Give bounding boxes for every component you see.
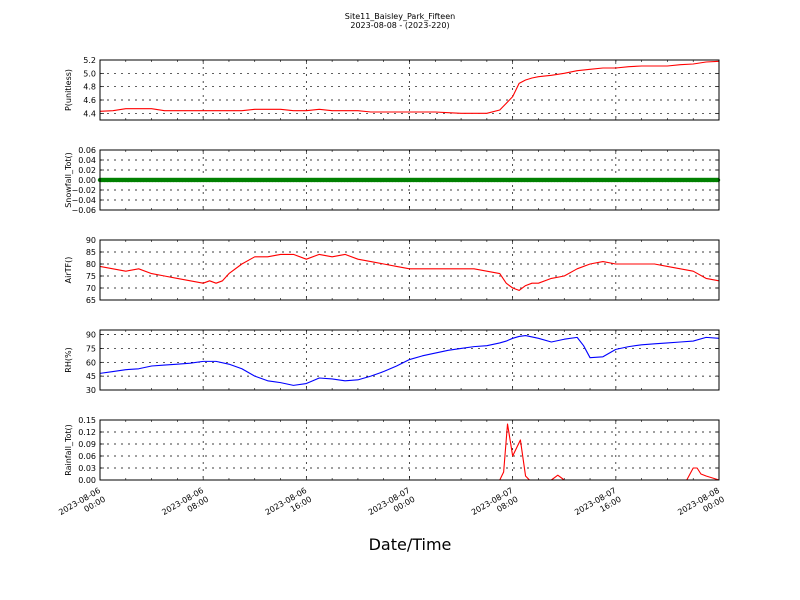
data-series-line bbox=[100, 423, 720, 481]
plot-frame bbox=[99, 329, 720, 391]
data-series-line bbox=[99, 253, 720, 291]
y-tick-label: 80 bbox=[86, 260, 96, 269]
y-tick-label: 90 bbox=[86, 236, 96, 245]
plot-frame bbox=[99, 239, 720, 301]
y-tick-label: 5.2 bbox=[83, 56, 96, 65]
data-series-line bbox=[99, 60, 720, 114]
y-tick-label: 0.15 bbox=[78, 416, 96, 425]
chart-panel-1: 4.4 4.6 4.8 5.0 5.2 P(unitless) bbox=[64, 56, 720, 121]
y-tick-label: 4.8 bbox=[83, 83, 96, 92]
y-axis-label: Snowfall_Tot() bbox=[64, 152, 73, 208]
chart-panels: 4.44.64.85.05.2P(unitless)0.060.040.020.… bbox=[57, 56, 726, 526]
y-tick-label: 0.00 bbox=[78, 476, 96, 485]
x-tick-label: 2023-08-0800:00 bbox=[676, 486, 726, 526]
y-tick-label: 0.00 bbox=[78, 176, 96, 185]
y-tick-label: 30 bbox=[86, 386, 96, 395]
plot-frame bbox=[99, 149, 720, 211]
y-tick-label: 75 bbox=[86, 344, 96, 353]
chart-panel-3: 65 70 75 80 85 90 AirTF() bbox=[64, 236, 720, 305]
plot-frame bbox=[99, 59, 720, 121]
y-tick-label: 0.12 bbox=[78, 428, 96, 437]
data-series-line bbox=[99, 334, 720, 386]
y-axis-label: RH(%) bbox=[64, 347, 73, 372]
y-tick-label: 5.0 bbox=[83, 69, 96, 78]
y-tick-label: −0.02 bbox=[71, 186, 96, 195]
x-axis-label: Date/Time bbox=[369, 535, 452, 554]
y-tick-label: 0.06 bbox=[78, 146, 96, 155]
y-tick-label: 0.02 bbox=[78, 166, 96, 175]
chart-panel-5: 0.00 0.03 0.06 0.09 0.12 0.15 Rainfall_Tot() bbox=[64, 416, 720, 485]
y-tick-label: 0.09 bbox=[78, 440, 96, 449]
y-tick-label: 45 bbox=[86, 372, 96, 381]
x-tick-label: 2023-08-0716:00 bbox=[573, 486, 623, 526]
x-tick-label: 2023-08-0708:00 bbox=[470, 486, 520, 526]
y-axis-label: P(unitless) bbox=[64, 69, 73, 111]
figure-subtitle: 2023-08-08 - (2023-220) bbox=[350, 21, 449, 30]
figure-title: Site11_Baisley_Park_Fifteen bbox=[345, 12, 455, 21]
y-tick-label: 4.4 bbox=[83, 109, 96, 118]
y-tick-label: 0.04 bbox=[78, 156, 96, 165]
y-tick-label: 75 bbox=[86, 272, 96, 281]
y-tick-label: 70 bbox=[86, 284, 96, 293]
y-tick-label: −0.04 bbox=[71, 196, 96, 205]
y-axis-label: Rainfall_Tot() bbox=[64, 424, 73, 476]
x-tick-label: 2023-08-0600:00 bbox=[57, 486, 107, 526]
x-tick-label: 2023-08-0608:00 bbox=[160, 486, 210, 526]
y-tick-label: 65 bbox=[86, 296, 96, 305]
data-point bbox=[715, 177, 721, 183]
y-tick-label: 0.03 bbox=[78, 464, 96, 473]
y-tick-label: 60 bbox=[86, 358, 96, 367]
y-tick-label: −0.06 bbox=[71, 206, 96, 215]
plot-frame bbox=[99, 419, 720, 481]
y-tick-label: 0.06 bbox=[78, 452, 96, 461]
y-tick-label: 4.6 bbox=[83, 96, 96, 105]
y-tick-label: 85 bbox=[86, 248, 96, 257]
x-tick-labels: 2023-08-0600:00 2023-08-0608:00 2023-08-06… bbox=[57, 486, 726, 526]
chart-panel-4: 30 45 60 75 90 RH(%) bbox=[64, 329, 720, 395]
chart-panel-2: 0.060.040.020.00−0.02−0.04−0.06Snowfall_… bbox=[64, 146, 721, 215]
y-axis-label: AirTF() bbox=[64, 257, 73, 284]
x-tick-label: 2023-08-0616:00 bbox=[264, 486, 314, 526]
x-tick-label: 2023-08-0700:00 bbox=[367, 486, 417, 526]
y-tick-label: 90 bbox=[86, 331, 96, 340]
